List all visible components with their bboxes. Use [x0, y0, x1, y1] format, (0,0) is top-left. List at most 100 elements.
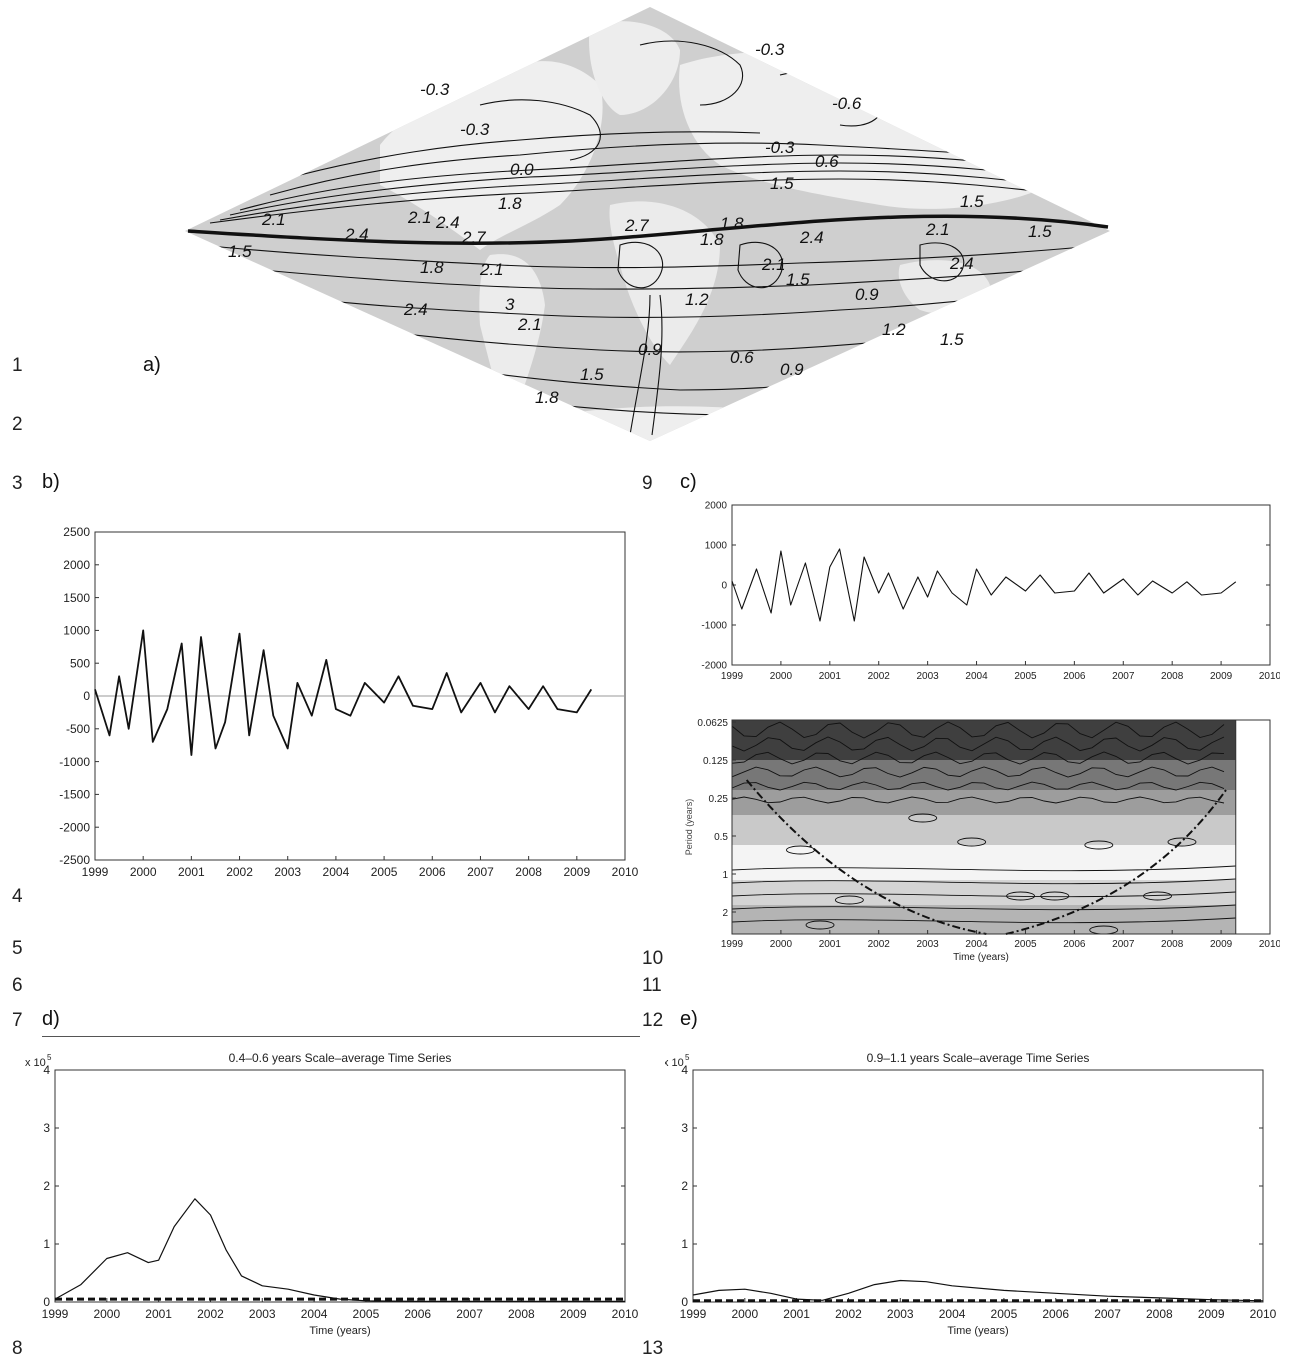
- x-tick-label: 2002: [197, 1307, 224, 1321]
- x-tick-label: 2008: [1146, 1307, 1173, 1321]
- y-tick-label: 3: [681, 1121, 688, 1135]
- contour-label: 1.5: [786, 270, 810, 289]
- wavelet-blob: [1143, 891, 1172, 901]
- wavelet-band: [732, 760, 1236, 790]
- contour-label: -0.3: [755, 40, 785, 59]
- contour-label: 0.9: [780, 360, 804, 379]
- y-tick-label: 1000: [705, 541, 728, 552]
- line-number: 13: [642, 1338, 664, 1359]
- wavelet-contour: [731, 878, 1236, 885]
- contour-label: 1.8: [498, 194, 522, 213]
- contour-label: 1.2: [882, 320, 906, 339]
- line-number: 3: [12, 473, 23, 494]
- x-tick-label: 1999: [42, 1307, 69, 1321]
- plot-frame: [731, 504, 1271, 666]
- panel-label-d: d): [42, 1008, 60, 1030]
- x-tick-label: 2008: [1161, 939, 1184, 950]
- x-tick-label: 2007: [1094, 1307, 1121, 1321]
- plot-frame: [731, 719, 1271, 935]
- wavelet-blob: [1040, 891, 1070, 901]
- y-tick-label: 0.0625: [697, 718, 728, 729]
- contour-label: -0.6: [832, 94, 862, 113]
- series-line: [692, 1279, 1264, 1302]
- contour-label: 2.4: [435, 213, 460, 232]
- x-tick-label: 2005: [353, 1307, 380, 1321]
- y-tick-label: 0.125: [703, 756, 728, 767]
- cone-of-influence: [745, 779, 1227, 935]
- wavelet-blob: [1084, 840, 1114, 850]
- panel-label-e: e): [680, 1008, 698, 1030]
- x-tick-label: 2007: [1112, 939, 1135, 950]
- y-tick-label: -2000: [59, 820, 90, 834]
- x-tick-label: 2003: [274, 865, 301, 879]
- x-tick-label: 2000: [93, 1307, 120, 1321]
- contour-label: -0.3: [765, 138, 795, 157]
- chart-c-top: 1999 2000 2001 2002 2003 2004 2005 2006 2007 2008…: [701, 501, 1280, 683]
- x-tick-label: 2010: [612, 1307, 638, 1321]
- x-tick-label: 2009: [1198, 1307, 1225, 1321]
- world-contour-map: -0.3 -0.3 -0.3 -0.6 -0.3 0.0 0.6 1.5 1.8…: [185, 7, 1110, 441]
- panel-label-a: a): [143, 354, 161, 376]
- y-tick-label: 0.25: [709, 794, 729, 805]
- y-exponent: 5: [685, 1053, 690, 1062]
- x-tick-label: 2005: [991, 1307, 1018, 1321]
- y-tick-label: 2500: [63, 525, 90, 539]
- x-tick-label: 2000: [770, 671, 793, 682]
- contour-label: 2.7: [461, 228, 486, 247]
- contour-label: 2.1: [261, 210, 286, 229]
- x-tick-label: 2001: [145, 1307, 172, 1321]
- y-tick-label: 0: [83, 689, 90, 703]
- wavelet-blob: [834, 895, 864, 905]
- y-axis-label: Period (years): [684, 799, 694, 856]
- contour-label: 1.8: [720, 214, 744, 233]
- wavelet-contour: [731, 751, 1225, 765]
- y-tick-label: 0: [721, 581, 727, 592]
- contour-label: 0.6: [815, 152, 839, 171]
- wavelet-contour: [731, 766, 1225, 778]
- wavelet-blob: [957, 837, 987, 847]
- y-multiplier: x 10: [665, 1057, 684, 1069]
- y-tick-label: -2000: [701, 661, 727, 672]
- chart-b: 1999 2000 2001 2002 2003 2004 2005 2006 2007 2008…: [59, 525, 638, 879]
- y-tick-label: 2: [722, 908, 728, 919]
- line-number: 1: [12, 355, 23, 376]
- x-tick-label: 2008: [515, 865, 542, 879]
- contour-label: 2.4: [344, 225, 369, 244]
- x-tick-label: 2009: [1210, 671, 1233, 682]
- contour-label: 2.1: [407, 208, 432, 227]
- y-tick-label: 0.5: [714, 832, 728, 843]
- wavelet-blob: [908, 813, 938, 823]
- x-tick-label: 2009: [560, 1307, 587, 1321]
- y-tick-label: -500: [66, 722, 90, 736]
- wavelet-contours: [731, 721, 1236, 935]
- y-tick-label: 4: [43, 1063, 50, 1077]
- y-tick-label: 3: [43, 1121, 50, 1135]
- x-tick-label: 2003: [917, 671, 940, 682]
- contour-label: 1.5: [770, 174, 794, 193]
- line-number: 11: [642, 975, 662, 996]
- x-tick-label: 2009: [563, 865, 590, 879]
- x-tick-label: 2000: [770, 939, 793, 950]
- wavelet-contour: [731, 721, 1225, 739]
- x-tick-label: 2002: [868, 939, 891, 950]
- contour-label: 2.4: [799, 228, 824, 247]
- x-tick-label: 2004: [301, 1307, 328, 1321]
- wavelet-band: [732, 845, 1236, 880]
- contour-label: 0.9: [638, 340, 662, 359]
- line-number: 8: [12, 1338, 23, 1359]
- map-zero-line: [187, 214, 1109, 245]
- x-tick-label: 2006: [404, 1307, 431, 1321]
- wavelet-blob: [805, 920, 835, 930]
- y-tick-label: 500: [70, 656, 90, 670]
- line-number: 4: [12, 886, 23, 907]
- contour-label: 1.5: [940, 330, 964, 349]
- line-number: 6: [12, 975, 23, 996]
- y-tick-label: 1: [43, 1237, 50, 1251]
- x-tick-label: 2003: [917, 939, 940, 950]
- x-tick-label: 2002: [226, 865, 253, 879]
- x-tick-label: 2004: [939, 1307, 966, 1321]
- y-tick-label: 2: [43, 1179, 50, 1193]
- line-number: 9: [642, 473, 653, 494]
- line-number: 12: [642, 1010, 664, 1031]
- chart-e: 1999 2000 2001 2002 2003 2004 2005 2006 2007 2008…: [665, 1051, 1277, 1337]
